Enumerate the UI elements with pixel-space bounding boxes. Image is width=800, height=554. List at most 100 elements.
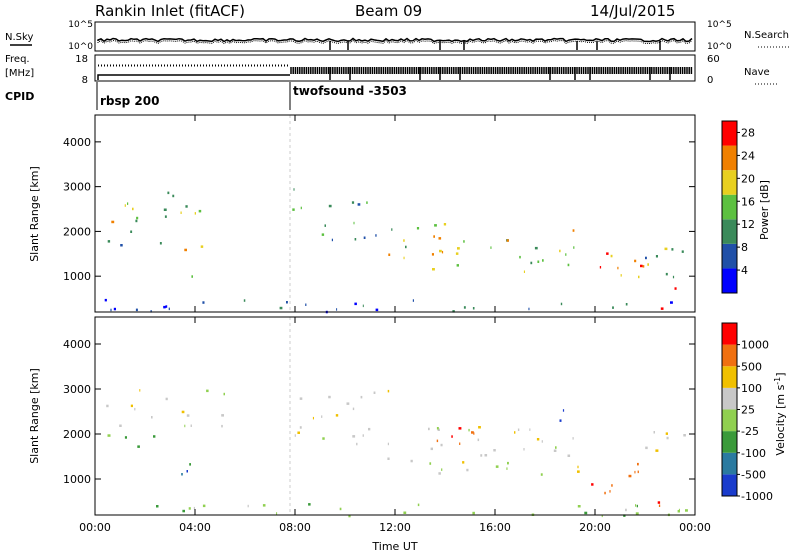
heatmap-cell	[484, 454, 488, 457]
colorbar-segment	[722, 387, 737, 410]
cpid-mode-1: rbsp 200	[100, 94, 159, 108]
noise-panel-frame	[94, 21, 696, 52]
heatmap-cell	[560, 302, 563, 306]
heatmap-cell	[625, 508, 627, 512]
date-label: 14/Jul/2015	[590, 2, 675, 20]
heatmap-cell	[617, 266, 619, 270]
heatmap-cell	[294, 434, 296, 437]
freq-left-tick-top: 18	[75, 54, 88, 65]
heatmap-cell	[514, 431, 516, 434]
colorbar-segment	[722, 344, 737, 367]
heatmap-cell	[506, 239, 509, 242]
heatmap-cell	[472, 307, 475, 310]
heatmap-cell	[262, 504, 266, 507]
heatmap-cell	[559, 419, 562, 422]
heatmap-cell	[434, 224, 437, 227]
heatmap-cell	[243, 299, 246, 302]
heatmap-cell	[674, 287, 677, 290]
velocity-colorbar-title-exp: -1	[773, 377, 782, 385]
heatmap-cell	[462, 461, 465, 464]
heatmap-cell	[610, 254, 613, 258]
heatmap-cell	[135, 219, 138, 223]
heatmap-cell	[455, 252, 459, 255]
heatmap-cell	[541, 440, 543, 443]
heatmap-cell	[463, 240, 465, 243]
heatmap-cell	[388, 253, 391, 256]
nave-right-tick-bottom: 0	[707, 75, 713, 86]
heatmap-cell	[276, 512, 278, 515]
colorbar-tick-label: -1000	[741, 490, 773, 503]
heatmap-cell	[164, 215, 167, 218]
heatmap-cell	[151, 416, 153, 419]
heatmap-cell	[328, 395, 331, 399]
heatmap-cell	[439, 249, 442, 253]
heatmap-cell	[153, 435, 156, 438]
y-tick-label: 2000	[63, 225, 91, 238]
heatmap-cell	[167, 191, 170, 195]
colorbar-segment	[722, 323, 737, 345]
heatmap-cell	[321, 415, 323, 418]
heatmap-cell	[429, 462, 432, 465]
heatmap-cell	[534, 246, 538, 250]
freq-unit-label: [MHz]	[5, 68, 34, 79]
power-y-axis-title: Slant Range [km]	[28, 166, 41, 262]
heatmap-cell	[577, 505, 581, 508]
power-axes: 1000 2000 3000 4000	[63, 115, 696, 312]
heatmap-cell	[362, 434, 364, 437]
heatmap-cell	[130, 230, 133, 233]
noise-sky-label: N.Sky	[5, 32, 33, 43]
heatmap-cell	[567, 263, 570, 267]
heatmap-cell	[463, 306, 466, 309]
heatmap-cell	[685, 509, 688, 512]
heatmap-cell	[657, 501, 661, 504]
heatmap-cell	[671, 248, 674, 251]
heatmap-cell	[559, 249, 561, 253]
power-panel: 1000 2000 3000 4000 Slant Range [km] 4 8 12 16…	[28, 114, 771, 314]
heatmap-cell	[438, 472, 441, 475]
power-colorbar-title: Power [dB]	[758, 180, 771, 240]
colorbar-tick-label: 20	[741, 172, 755, 185]
heatmap-cell	[373, 391, 376, 394]
heatmap-cell	[375, 234, 377, 237]
heatmap-cell	[638, 275, 640, 279]
heatmap-cell	[191, 275, 193, 278]
heatmap-cell	[417, 503, 420, 507]
noise-sky-trace	[97, 37, 693, 43]
heatmap-cell	[348, 514, 351, 518]
heatmap-cell	[577, 465, 579, 469]
heatmap-cell	[113, 307, 116, 311]
heatmap-cell	[403, 239, 405, 242]
heatmap-cell	[184, 248, 187, 252]
velocity-panel: 1000 2000 3000 4000 00:00 04:00 08:00 12:00 16:0…	[28, 316, 787, 553]
heatmap-cell	[185, 205, 188, 208]
heatmap-cell	[443, 223, 447, 226]
heatmap-cell	[599, 266, 602, 269]
heatmap-cell	[403, 256, 405, 260]
heatmap-cell	[432, 268, 435, 271]
heatmap-cell	[665, 272, 668, 276]
heatmap-cell	[137, 445, 140, 448]
heatmap-cell	[584, 511, 588, 515]
heatmap-cell	[506, 467, 508, 470]
heatmap-cell	[335, 414, 339, 417]
y-tick-label: 3000	[63, 383, 91, 396]
figure-title: Rankin Inlet (fitACF)	[95, 2, 245, 20]
heatmap-cell	[357, 203, 361, 206]
velocity-panel-frame	[94, 316, 696, 516]
heatmap-cell	[322, 437, 325, 440]
heatmap-cell	[681, 250, 684, 253]
heatmap-cell	[529, 428, 531, 431]
heatmap-cell	[660, 307, 664, 310]
colorbar-tick-label: -25	[741, 425, 759, 438]
heatmap-cell	[542, 259, 544, 262]
noise-search-trace	[97, 39, 693, 45]
heatmap-cell	[655, 449, 659, 452]
heatmap-cell	[168, 307, 170, 311]
heatmap-cell	[528, 307, 530, 311]
heatmap-cell	[410, 459, 413, 463]
cpid-label: CPID	[5, 90, 34, 103]
velocity-colorbar-title-close: ]	[774, 372, 787, 376]
heatmap-cell	[620, 274, 622, 277]
beam-label: Beam 09	[355, 2, 422, 20]
